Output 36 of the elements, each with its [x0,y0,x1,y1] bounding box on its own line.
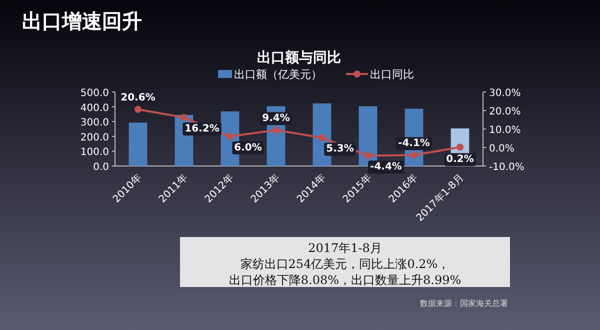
y-tick-label: 400.0 [80,102,109,114]
y2-tick-label: 10.0% [489,125,521,136]
chart-title: 出口增速回升 [22,9,142,33]
data-label: 0.2% [446,154,474,166]
data-label: 9.4% [262,113,290,124]
y2-tick-label: 30.0% [489,88,521,99]
y-tick-label: 0.0 [93,162,109,173]
y-tick-label: 100.0 [80,147,109,158]
point [410,152,418,159]
data-label: 16.2% [184,124,220,135]
data-label: -4.4% [370,162,402,173]
y-tick-label: 200.0 [80,132,109,144]
point [180,114,188,122]
text: 2017年1-8月 [308,241,382,255]
point [134,106,142,113]
point [364,152,372,160]
point [318,134,326,142]
legend-label: 出口同比 [370,68,414,81]
y-tick-label: 300.0 [80,118,109,129]
y-tick-label: 500.0 [80,88,109,99]
y2-tick-label: 0.0% [489,144,514,154]
chart-subtitle: 出口额与同比 [257,49,341,66]
y2-tick-label: 20.0% [489,106,521,118]
data-label: 6.0% [234,142,262,154]
legend-label: 出口额（亿美元） [234,68,322,81]
text: 家纺出口254亿美元，同比上涨0.2%， [240,257,450,271]
point [226,132,234,140]
point [272,126,280,134]
source-note: 数据来源：国家海关总署 [420,299,508,308]
bar [128,122,148,166]
text: 出口价格下降8.08%，出口数量上升8.99% [228,273,462,287]
data-label: -4.1% [398,138,430,150]
y2-tick-label: -10.0% [489,162,524,173]
point [456,144,464,151]
data-label: 5.3% [326,144,354,155]
data-label: 20.6% [120,92,156,104]
